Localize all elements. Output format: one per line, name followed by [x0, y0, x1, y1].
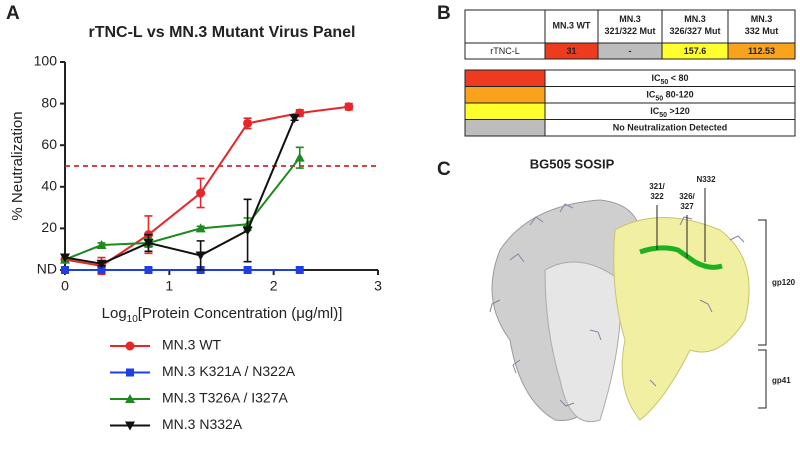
x-label-sub: 10	[127, 314, 139, 325]
header-line: MN.3	[751, 14, 773, 24]
y-tick-label: 100	[34, 53, 58, 69]
cell-text: 112.53	[748, 46, 775, 56]
legend-label: MN.3 N332A	[162, 416, 243, 432]
x-tick-label: 3	[374, 278, 382, 294]
series-line	[65, 118, 295, 264]
panel-label: C	[437, 159, 451, 180]
marker	[61, 266, 69, 274]
cell-text: rTNC-L	[490, 46, 520, 56]
marker	[344, 102, 353, 111]
marker	[126, 342, 135, 351]
series	[60, 147, 305, 263]
gp-yellow	[614, 218, 749, 421]
marker	[196, 251, 206, 260]
key-swatch	[465, 70, 545, 87]
marker	[144, 266, 152, 274]
header-line: 332 Mut	[745, 26, 779, 36]
key-sub: 50	[660, 79, 668, 86]
marker	[243, 119, 252, 128]
chart-title: rTNC-L vs MN.3 Mutant Virus Panel	[88, 24, 355, 41]
y-tick-label: 40	[41, 178, 57, 194]
legend-label: MN.3 WT	[162, 337, 222, 353]
legend: MN.3 WT MN.3 K321A / N322A MN.3 T326A / I3…	[110, 337, 296, 433]
domain-label: gp41	[772, 376, 791, 385]
marker	[196, 189, 205, 198]
structure-title: BG505 SOSIP	[530, 156, 615, 171]
cell-text: 31	[566, 46, 576, 56]
key-sub: 50	[655, 95, 663, 102]
x-axis-label: Log10[Protein Concentration (μg/ml)]	[102, 305, 343, 325]
header-line: MN.3	[619, 14, 641, 24]
panel-label: B	[437, 3, 451, 24]
x-label-part: [Protein Concentration (μg/ml)]	[138, 305, 343, 322]
header-line: MN.3	[684, 14, 706, 24]
key-text: No Neutralization Detected	[613, 123, 728, 133]
y-tick-label: ND	[37, 261, 57, 277]
marker	[126, 369, 134, 377]
key-part: >120	[667, 106, 690, 116]
site-label: 321/	[649, 182, 665, 191]
marker	[244, 266, 252, 274]
panel-label: A	[6, 3, 20, 24]
header-line: 321/322 Mut	[604, 26, 655, 36]
protein-structure	[490, 188, 766, 422]
x-tick-label: 2	[270, 278, 278, 294]
domain-label: gp120	[772, 278, 796, 287]
marker	[290, 114, 300, 123]
key-swatch	[465, 87, 545, 104]
x-tick-label: 0	[61, 278, 69, 294]
key-sub: 50	[659, 112, 667, 119]
y-tick-label: 80	[41, 94, 57, 110]
key-swatch	[465, 120, 545, 137]
marker	[296, 266, 304, 274]
site-label: 326/	[679, 192, 695, 201]
y-tick-label: 60	[41, 136, 57, 152]
y-axis-label: % Neutralization	[9, 111, 26, 220]
key-part: No Neutralization Detected	[613, 123, 728, 133]
header-text: MN.3 WT	[553, 20, 591, 30]
site-label: N332	[696, 175, 716, 184]
key-part: 80-120	[663, 90, 694, 100]
key-part: < 80	[668, 73, 688, 83]
header-line: 326/327 Mut	[669, 26, 720, 36]
key-swatch	[465, 103, 545, 120]
legend-label: MN.3 T326A / I327A	[162, 390, 288, 406]
plot: ND 20 40 60 80 100 0 1 2 3	[34, 53, 382, 294]
x-label-part: Log	[102, 305, 127, 322]
cell-text: 157.6	[684, 46, 707, 56]
cell-text: -	[629, 46, 632, 56]
table: MN.3 WT MN.3 321/322 Mut MN.3 326/327 Mut MN.…	[465, 10, 795, 136]
series-line	[65, 107, 349, 266]
legend-label: MN.3 K321A / N322A	[162, 363, 296, 379]
header-cell	[465, 10, 545, 43]
site-label: 322	[650, 192, 664, 201]
site-label: 327	[680, 202, 694, 211]
x-tick-label: 1	[165, 278, 173, 294]
y-tick-label: 20	[41, 219, 57, 235]
marker	[295, 153, 305, 162]
